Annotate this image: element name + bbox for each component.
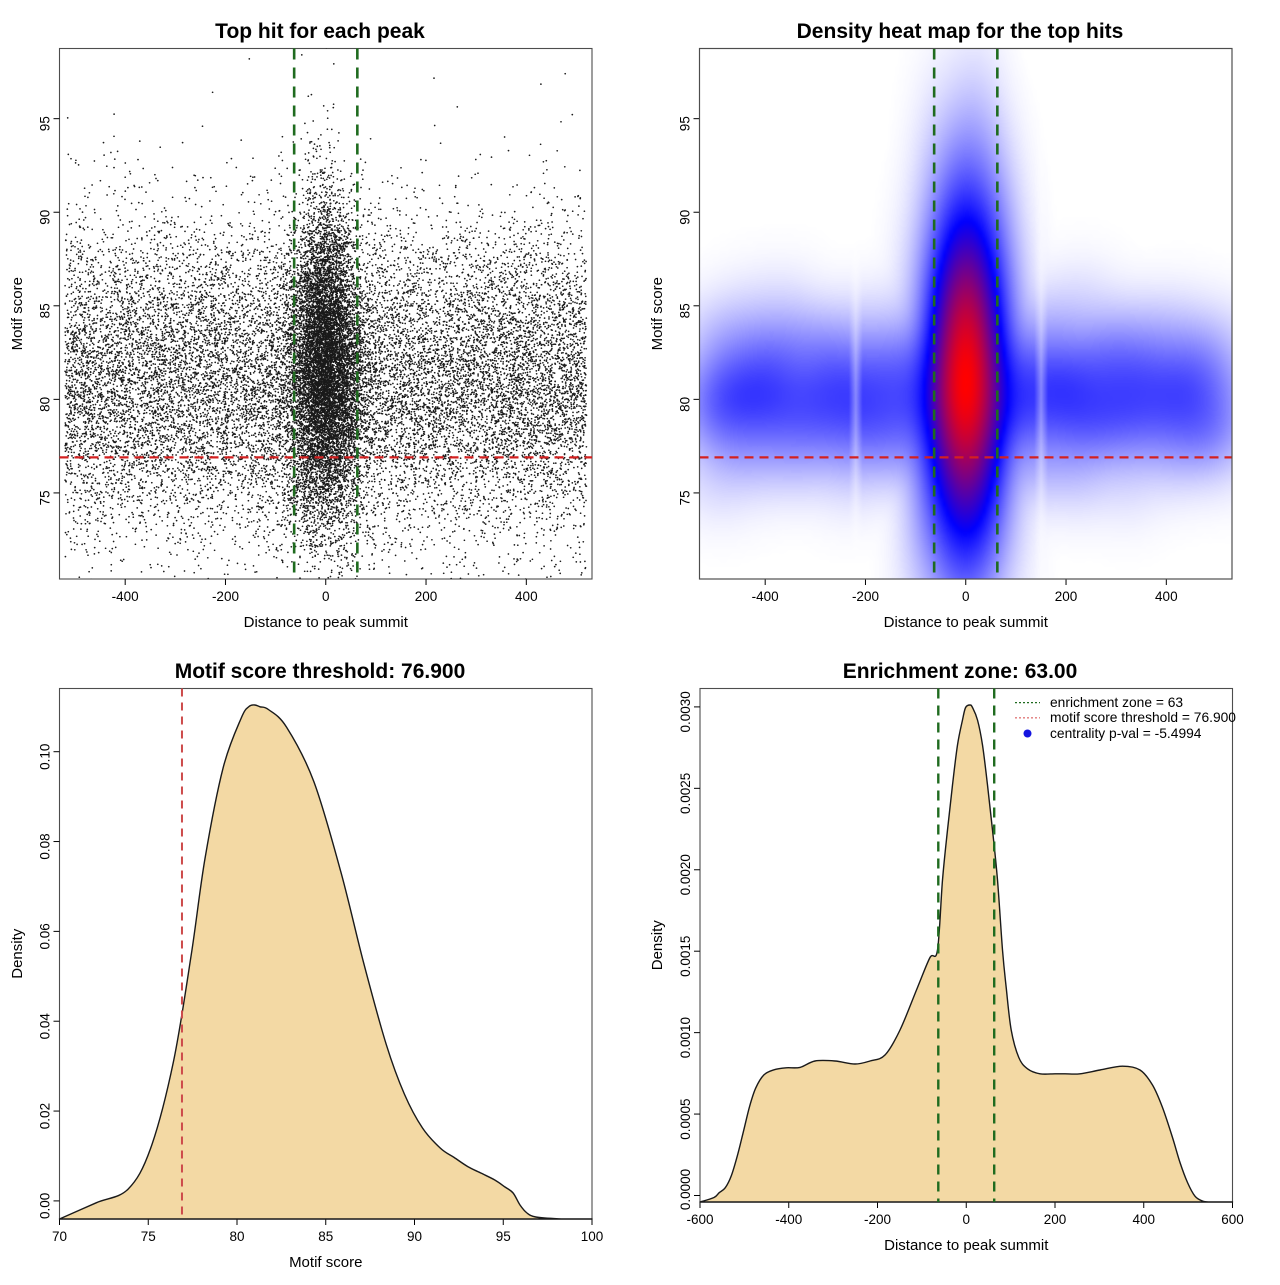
svg-text:200: 200 — [415, 589, 438, 604]
svg-text:Distance to peak summit: Distance to peak summit — [244, 614, 409, 631]
svg-text:0: 0 — [322, 589, 330, 604]
svg-text:80: 80 — [38, 397, 53, 412]
svg-text:Top hit for each peak: Top hit for each peak — [215, 20, 425, 43]
svg-text:-400: -400 — [112, 589, 139, 604]
svg-text:85: 85 — [38, 303, 53, 318]
svg-text:-200: -200 — [212, 589, 239, 604]
svg-text:90: 90 — [38, 210, 53, 225]
svg-text:95: 95 — [38, 116, 53, 131]
svg-text:Motif score: Motif score — [9, 277, 26, 350]
svg-text:400: 400 — [515, 589, 538, 604]
svg-text:75: 75 — [38, 490, 53, 505]
